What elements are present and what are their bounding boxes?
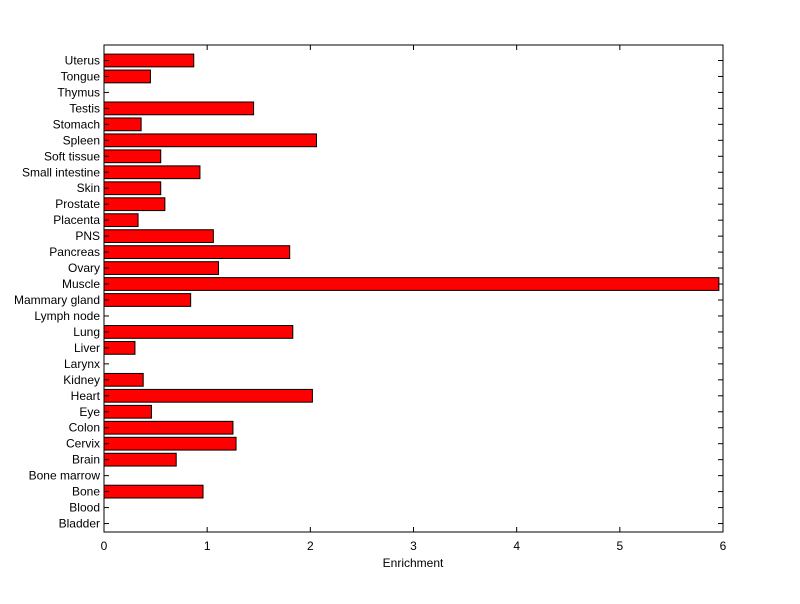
x-tick-label-5: 5 [616,539,623,553]
bar-kidney [103,372,144,387]
bar-eye [103,404,152,419]
bar-pns [103,229,214,244]
bar-soft-tissue [103,149,162,164]
bar-stomach [103,117,142,132]
y-tick-label-stomach: Stomach [53,117,100,131]
bar-colon [103,420,234,435]
bar-cervix [103,436,237,451]
bar-bone [103,484,204,499]
bar-pancreas [103,245,291,259]
y-tick-label-eye: Eye [79,405,100,419]
y-tick-label-brain: Brain [72,453,100,467]
y-tick-label-spleen: Spleen [63,133,100,147]
bar-tongue [103,69,151,84]
y-tick-label-colon: Colon [69,421,100,435]
x-tick-label-1: 1 [204,539,211,553]
y-tick-label-bone-marrow: Bone marrow [29,469,101,483]
y-tick-label-uterus: Uterus [65,53,100,67]
y-tick-label-placenta: Placenta [53,213,100,227]
y-tick-label-bladder: Bladder [59,517,100,531]
bar-testis [103,101,255,116]
y-tick-label-mammary-gland: Mammary gland [14,293,100,307]
bar-skin [103,181,162,196]
bar-heart [103,388,313,403]
y-tick-label-pancreas: Pancreas [49,245,100,259]
y-tick-label-tongue: Tongue [61,69,101,83]
x-tick-label-2: 2 [307,539,314,553]
x-tick-label-4: 4 [513,539,520,553]
y-tick-label-testis: Testis [69,101,100,115]
y-tick-label-skin: Skin [77,181,100,195]
bar-placenta [103,213,139,228]
bar-spleen [103,133,318,148]
bars-layer [103,53,720,499]
bar-uterus [103,53,195,68]
y-tick-label-ovary: Ovary [68,261,100,275]
y-tick-label-small-intestine: Small intestine [22,165,100,179]
y-tick-label-thymus: Thymus [57,85,100,99]
bar-muscle [103,277,720,291]
bar-lung [103,325,294,339]
y-tick-label-liver: Liver [74,341,100,355]
y-tick-label-heart: Heart [71,389,101,403]
y-tick-label-cervix: Cervix [66,437,100,451]
bar-prostate [103,197,166,212]
y-tick-label-muscle: Muscle [62,277,100,291]
x-axis-label: Enrichment [383,556,444,570]
x-tick-label-3: 3 [410,539,417,553]
bar-ovary [103,261,220,275]
ticks-layer [103,45,724,532]
bar-mammary-gland [103,293,192,307]
y-tick-label-pns: PNS [75,229,100,243]
y-tick-label-kidney: Kidney [63,373,100,387]
y-tick-label-soft-tissue: Soft tissue [44,149,100,163]
y-tick-label-lymph-node: Lymph node [34,309,100,323]
x-tick-label-0: 0 [101,539,108,553]
y-tick-label-larynx: Larynx [64,357,100,371]
y-tick-label-prostate: Prostate [55,197,100,211]
labels-layer: Uterus Tongue Thymus Testis Stomach Spleen Sof… [14,53,727,553]
y-tick-label-blood: Blood [69,501,100,515]
x-tick-label-6: 6 [720,539,727,553]
y-tick-label-lung: Lung [73,325,100,339]
bar-small-intestine [103,165,201,180]
y-tick-label-bone: Bone [72,485,100,499]
bar-brain [103,452,177,467]
